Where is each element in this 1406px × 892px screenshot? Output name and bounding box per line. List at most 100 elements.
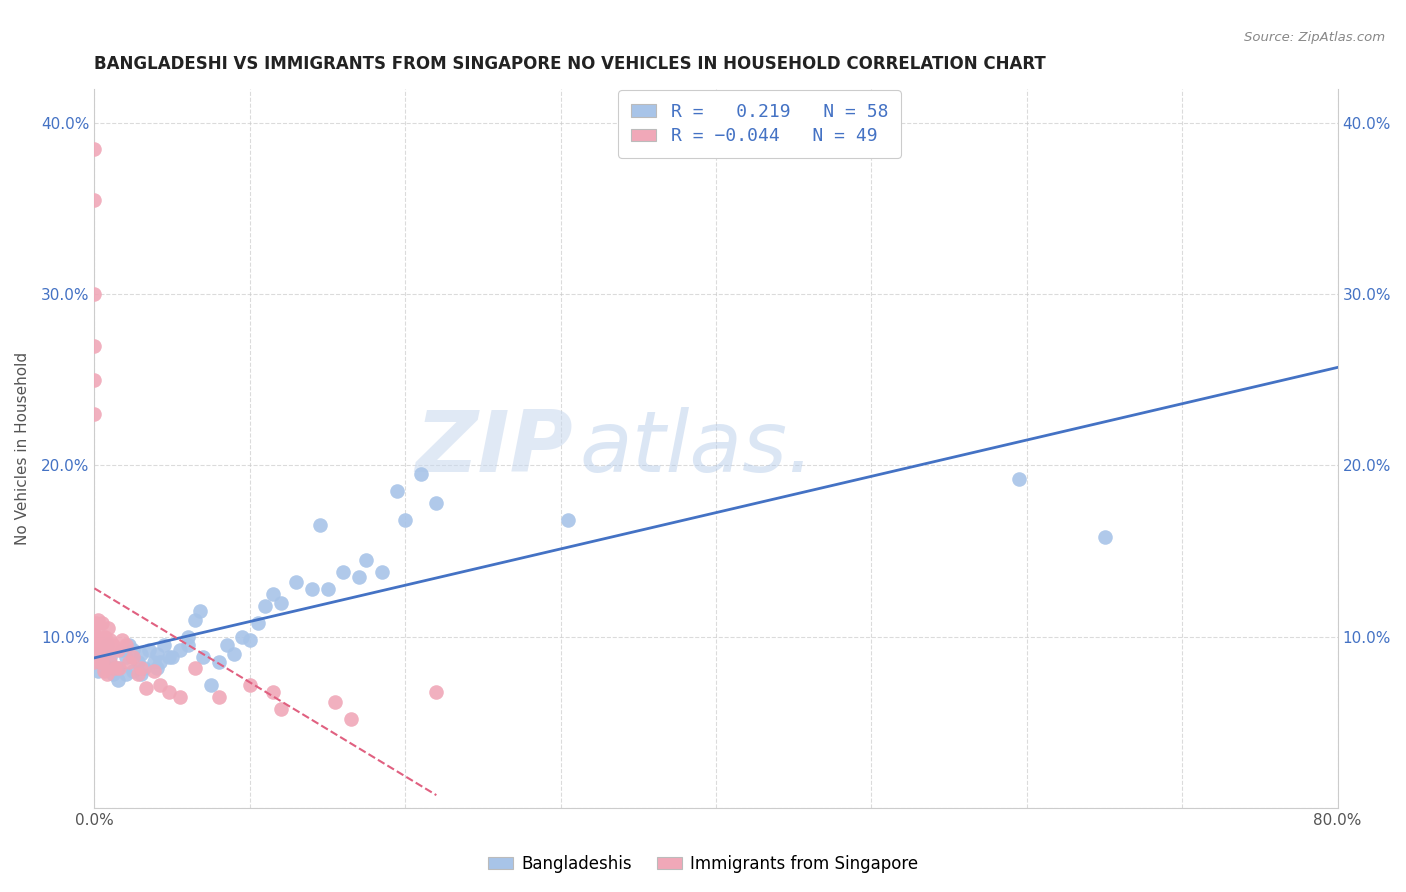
Point: [184, 660, 207, 674]
Point: [104, 660, 127, 674]
Point: [86, 664, 108, 678]
Point: [270, 595, 292, 609]
Point: [127, 667, 149, 681]
Point: [90, 638, 112, 652]
Point: [91, 616, 114, 631]
Point: [387, 484, 409, 499]
Point: [98, 633, 121, 648]
Point: [91, 638, 114, 652]
Point: [94, 630, 117, 644]
Text: BANGLADESHI VS IMMIGRANTS FROM SINGAPORE NO VEHICLES IN HOUSEHOLD CORRELATION CH: BANGLADESHI VS IMMIGRANTS FROM SINGAPORE…: [94, 55, 1046, 73]
Point: [394, 513, 416, 527]
Point: [409, 467, 432, 481]
Point: [91, 656, 114, 670]
Point: [231, 630, 253, 644]
Point: [83, 287, 105, 301]
Point: [83, 656, 105, 670]
Point: [262, 684, 284, 698]
Point: [215, 638, 238, 652]
Point: [157, 684, 180, 698]
Text: atlas.: atlas.: [579, 407, 814, 490]
Text: ZIP: ZIP: [415, 407, 574, 490]
Point: [285, 574, 308, 589]
Point: [145, 660, 167, 674]
Point: [111, 643, 134, 657]
Point: [239, 633, 262, 648]
Point: [135, 681, 157, 695]
Point: [89, 630, 111, 644]
Point: [371, 565, 394, 579]
Point: [138, 643, 160, 657]
Point: [1008, 472, 1031, 486]
Point: [142, 664, 165, 678]
Point: [127, 656, 149, 670]
Point: [347, 570, 370, 584]
Text: Source: ZipAtlas.com: Source: ZipAtlas.com: [1244, 31, 1385, 45]
Y-axis label: No Vehicles in Household: No Vehicles in Household: [15, 351, 30, 545]
Point: [107, 643, 129, 657]
Point: [83, 407, 105, 421]
Point: [122, 650, 145, 665]
Point: [122, 664, 145, 678]
Point: [160, 650, 183, 665]
Legend: Bangladeshis, Immigrants from Singapore: Bangladeshis, Immigrants from Singapore: [481, 848, 925, 880]
Point: [177, 638, 200, 652]
Point: [114, 638, 136, 652]
Point: [325, 695, 347, 709]
Point: [254, 599, 277, 613]
Point: [118, 656, 141, 670]
Point: [101, 638, 124, 652]
Point: [356, 552, 378, 566]
Point: [122, 643, 145, 657]
Point: [118, 638, 141, 652]
Point: [1094, 530, 1116, 544]
Point: [101, 667, 124, 681]
Point: [208, 690, 231, 704]
Point: [169, 643, 191, 657]
Point: [84, 647, 107, 661]
Point: [153, 638, 176, 652]
Point: [149, 656, 172, 670]
Point: [157, 650, 180, 665]
Point: [86, 613, 108, 627]
Point: [188, 604, 211, 618]
Point: [145, 647, 167, 661]
Point: [96, 638, 118, 652]
Point: [83, 142, 105, 156]
Point: [224, 647, 246, 661]
Point: [142, 656, 165, 670]
Point: [425, 496, 447, 510]
Point: [332, 565, 354, 579]
Point: [557, 513, 579, 527]
Point: [270, 702, 292, 716]
Point: [97, 621, 120, 635]
Point: [98, 660, 121, 674]
Point: [262, 587, 284, 601]
Point: [108, 660, 131, 674]
Point: [129, 660, 152, 674]
Point: [83, 338, 105, 352]
Point: [340, 712, 363, 726]
Point: [98, 656, 121, 670]
Point: [84, 630, 107, 644]
Point: [98, 650, 121, 665]
Point: [134, 660, 156, 674]
Point: [83, 373, 105, 387]
Point: [184, 613, 207, 627]
Point: [107, 660, 129, 674]
Point: [308, 518, 330, 533]
Point: [129, 667, 152, 681]
Point: [316, 582, 339, 596]
Point: [91, 656, 114, 670]
Point: [83, 621, 105, 635]
Point: [200, 678, 222, 692]
Point: [96, 667, 118, 681]
Point: [129, 647, 152, 661]
Point: [169, 690, 191, 704]
Point: [301, 582, 323, 596]
Point: [84, 643, 107, 657]
Point: [83, 193, 105, 207]
Point: [114, 650, 136, 665]
Point: [425, 684, 447, 698]
Point: [93, 664, 115, 678]
